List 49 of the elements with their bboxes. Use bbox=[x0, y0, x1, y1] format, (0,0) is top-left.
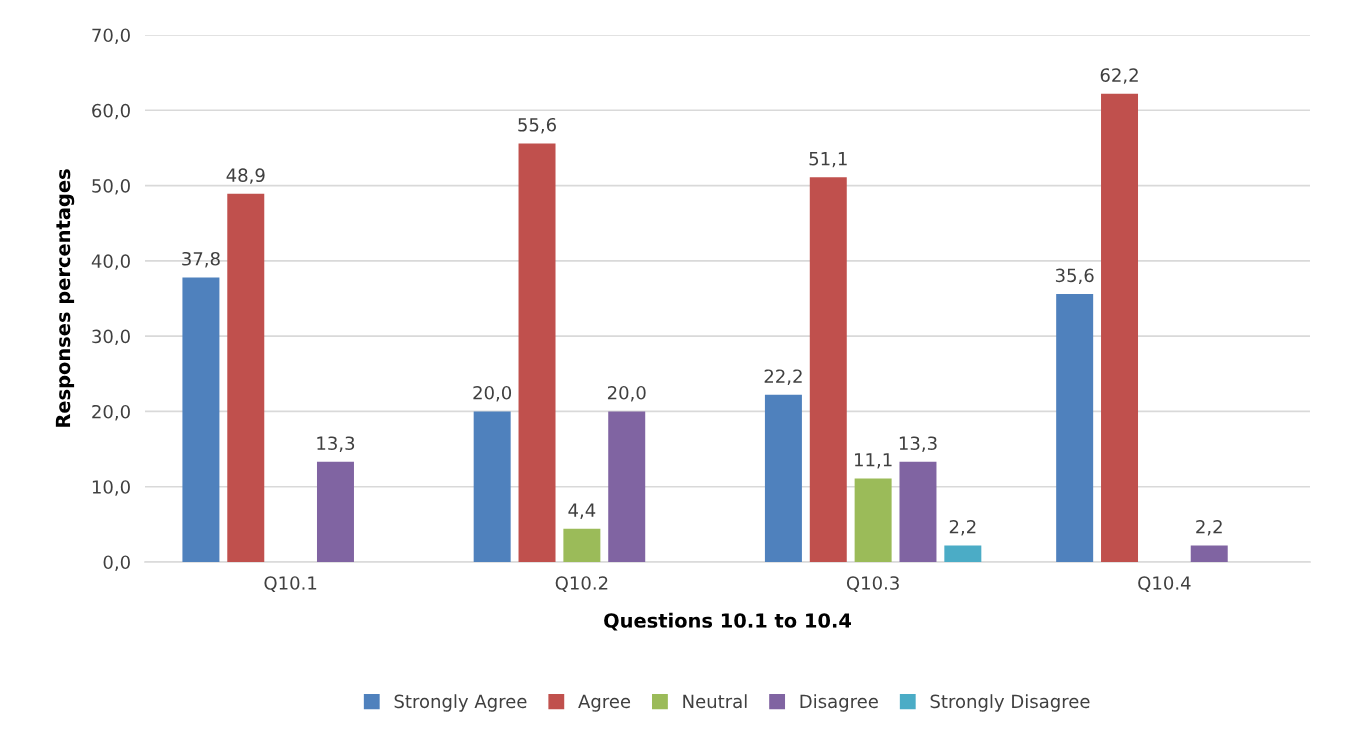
legend-label: Neutral bbox=[683, 694, 747, 709]
data-label: 22,2 bbox=[764, 369, 802, 385]
data-label: 13,3 bbox=[317, 436, 355, 452]
y-tick-label: 0,0 bbox=[103, 555, 130, 571]
bar bbox=[944, 545, 982, 562]
bar bbox=[227, 193, 265, 562]
data-label: 11,1 bbox=[855, 453, 892, 469]
bar bbox=[316, 461, 354, 562]
data-label: 55,6 bbox=[518, 117, 556, 134]
data-label: 51,1 bbox=[809, 152, 847, 168]
y-tick-label: 50,0 bbox=[92, 179, 130, 195]
data-label: 37,8 bbox=[182, 251, 220, 268]
data-label: 13,3 bbox=[899, 436, 937, 452]
data-label: 4,4 bbox=[568, 503, 596, 519]
bar bbox=[1101, 93, 1139, 562]
data-label: 2,2 bbox=[1196, 519, 1222, 536]
y-tick-label: 70,0 bbox=[92, 28, 130, 44]
legend-label: Disagree bbox=[800, 694, 878, 712]
bar bbox=[563, 528, 601, 562]
y-tick-label: 20,0 bbox=[92, 404, 130, 421]
bar bbox=[182, 277, 220, 562]
x-tick-label: Q10.2 bbox=[555, 576, 608, 592]
bar bbox=[608, 411, 646, 562]
y-tick-label: 40,0 bbox=[91, 254, 130, 270]
x-tick-label: Q10.4 bbox=[1138, 576, 1191, 592]
bar bbox=[473, 411, 511, 562]
bar bbox=[854, 478, 892, 562]
bar bbox=[809, 177, 847, 562]
data-label: 35,6 bbox=[1055, 268, 1094, 284]
bar bbox=[518, 143, 556, 562]
data-label: 2,2 bbox=[949, 519, 976, 536]
bar bbox=[899, 461, 937, 562]
data-label: 48,9 bbox=[226, 168, 265, 184]
y-tick-label: 60,0 bbox=[92, 103, 130, 120]
x-tick-label: Q10.3 bbox=[846, 576, 899, 592]
y-tick-label: 10,0 bbox=[92, 480, 130, 496]
legend-label: Strongly Agree bbox=[394, 694, 527, 712]
y-axis-title: Responses percentages bbox=[55, 169, 75, 427]
data-label: 62,2 bbox=[1100, 68, 1138, 84]
legend-label: Strongly Disagree bbox=[930, 694, 1090, 712]
data-label: 20,0 bbox=[607, 385, 646, 402]
legend-label: Agree bbox=[578, 694, 631, 712]
bar bbox=[764, 394, 802, 562]
data-label: 20,0 bbox=[473, 385, 512, 402]
bar bbox=[1190, 545, 1228, 562]
y-tick-label: 30,0 bbox=[92, 329, 130, 346]
bar bbox=[1056, 293, 1094, 562]
x-axis-title: Questions 10.1 to 10.4 bbox=[604, 612, 851, 631]
x-tick-label: Q10.1 bbox=[264, 576, 317, 592]
